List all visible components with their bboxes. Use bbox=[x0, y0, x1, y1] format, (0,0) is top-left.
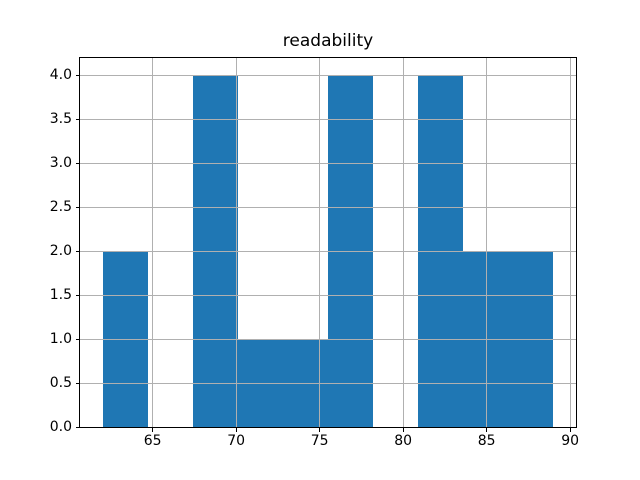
x-tick-label: 75 bbox=[310, 433, 329, 450]
chart-title: readability bbox=[282, 31, 374, 51]
x-gridline bbox=[402, 57, 404, 428]
y-gridline bbox=[80, 338, 576, 340]
x-tick-mark bbox=[235, 427, 237, 432]
y-gridline bbox=[80, 162, 576, 164]
x-tick-label: 90 bbox=[561, 433, 580, 450]
x-tick-mark bbox=[569, 427, 571, 432]
y-tick-mark bbox=[75, 206, 80, 208]
y-tick-label: 3.5 bbox=[49, 110, 72, 127]
y-tick-mark bbox=[75, 426, 80, 428]
y-tick-mark bbox=[75, 74, 80, 76]
x-tick-mark bbox=[486, 427, 488, 432]
x-tick-label: 70 bbox=[227, 433, 246, 450]
x-gridline bbox=[569, 57, 571, 428]
y-tick-mark bbox=[75, 294, 80, 296]
y-tick-mark bbox=[75, 338, 80, 340]
y-tick-label: 0.0 bbox=[49, 418, 72, 435]
x-tick-label: 85 bbox=[477, 433, 496, 450]
y-tick-label: 2.0 bbox=[49, 242, 72, 259]
y-gridline bbox=[80, 426, 576, 428]
y-tick-mark bbox=[75, 382, 80, 384]
x-tick-label: 80 bbox=[394, 433, 413, 450]
x-tick-label: 65 bbox=[143, 433, 162, 450]
x-gridline bbox=[319, 57, 321, 428]
y-tick-label: 1.0 bbox=[49, 330, 72, 347]
y-gridline bbox=[80, 206, 576, 208]
y-tick-label: 2.5 bbox=[49, 198, 72, 215]
x-tick-mark bbox=[319, 427, 321, 432]
y-gridline bbox=[80, 74, 576, 76]
y-gridline bbox=[80, 118, 576, 120]
y-gridline bbox=[80, 294, 576, 296]
plot-area bbox=[80, 57, 576, 428]
y-tick-label: 3.0 bbox=[49, 154, 72, 171]
y-tick-label: 0.5 bbox=[49, 374, 72, 391]
y-gridline bbox=[80, 382, 576, 384]
x-tick-mark bbox=[152, 427, 154, 432]
x-tick-mark bbox=[402, 427, 404, 432]
x-gridline bbox=[486, 57, 488, 428]
y-gridline bbox=[80, 250, 576, 252]
y-tick-label: 4.0 bbox=[49, 66, 72, 83]
x-gridline bbox=[152, 57, 154, 428]
x-gridline bbox=[235, 57, 237, 428]
y-tick-mark bbox=[75, 250, 80, 252]
y-tick-mark bbox=[75, 162, 80, 164]
y-tick-mark bbox=[75, 118, 80, 120]
y-tick-label: 1.5 bbox=[49, 286, 72, 303]
